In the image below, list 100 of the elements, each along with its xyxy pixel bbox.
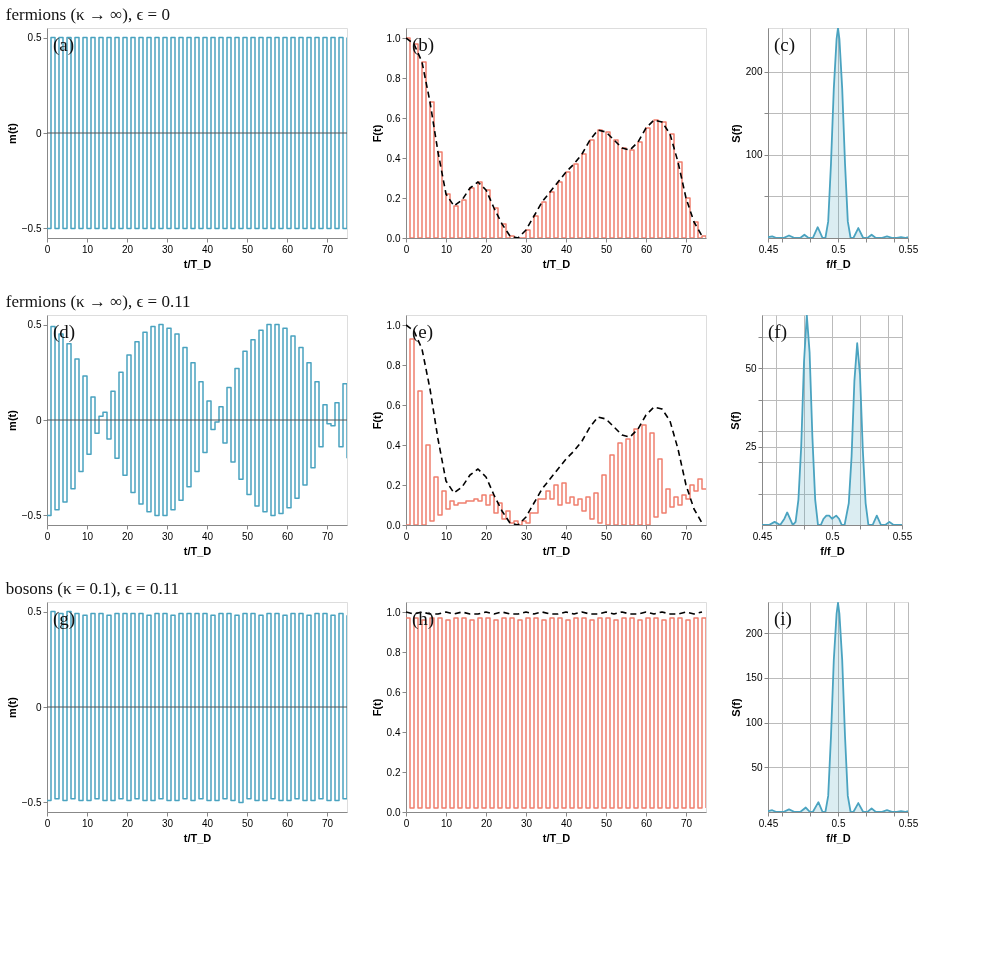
y-tick-label: 0.0	[386, 806, 401, 818]
annotation: (c)	[774, 34, 796, 56]
x-tick-label: 0.5	[831, 817, 846, 829]
x-tick-label: 20	[121, 243, 134, 255]
x-tick-label: 50	[600, 530, 613, 542]
y-tick-label: 200	[745, 66, 763, 78]
y-axis-title: S(f)	[729, 411, 742, 430]
x-tick-label: 60	[640, 817, 653, 829]
x-tick-label: 30	[520, 243, 533, 255]
y-tick-label: 0.8	[386, 72, 401, 84]
x-tick-label: 70	[321, 530, 334, 542]
y-tick-label: 0	[35, 701, 42, 713]
y-tick-label: 0.8	[386, 359, 401, 371]
y-tick-label: 0.6	[386, 399, 401, 411]
y-tick-label: 0.2	[386, 479, 401, 491]
y-tick-label: 25	[745, 441, 757, 453]
annotation: (i)	[774, 608, 792, 630]
x-tick-label: 10	[440, 530, 453, 542]
x-tick-label: 10	[81, 817, 94, 829]
x-tick-label: 30	[161, 243, 174, 255]
x-tick-label: 20	[480, 243, 493, 255]
x-tick-label: 30	[520, 817, 533, 829]
y-tick-label: 0.4	[386, 439, 401, 451]
x-tick-label: 30	[520, 530, 533, 542]
annotation: (f)	[768, 321, 787, 343]
x-tick-label: 20	[480, 817, 493, 829]
x-tick-label: 20	[480, 530, 493, 542]
x-axis-title: t/T_D	[542, 257, 571, 270]
chart-title: fermions (κ → ∞), ϵ = 0	[5, 4, 170, 24]
x-tick-label: 70	[680, 243, 693, 255]
y-tick-label: 0.6	[386, 112, 401, 124]
y-tick-label: −0.5	[21, 509, 42, 521]
y-tick-label: 200	[745, 627, 763, 639]
x-tick-label: 20	[121, 817, 134, 829]
x-tick-label: 50	[241, 243, 254, 255]
x-tick-label: 50	[241, 530, 254, 542]
x-tick-label: 0.45	[758, 817, 779, 829]
y-tick-label: 1.0	[386, 319, 401, 331]
x-tick-label: 40	[201, 530, 214, 542]
y-tick-label: 1.0	[386, 606, 401, 618]
x-tick-label: 50	[241, 817, 254, 829]
x-tick-label: 70	[321, 243, 334, 255]
y-axis-title: S(f)	[729, 698, 742, 717]
y-axis-title: F(t)	[370, 124, 383, 143]
x-tick-label: 0.5	[831, 243, 846, 255]
x-tick-label: 0	[403, 530, 410, 542]
y-tick-label: 0.4	[386, 152, 401, 164]
y-axis-title: S(f)	[729, 124, 742, 143]
y-tick-label: 0.2	[386, 766, 401, 778]
x-tick-label: 70	[321, 817, 334, 829]
y-tick-label: 150	[745, 672, 763, 684]
annotation: (e)	[412, 321, 434, 343]
y-axis-title: F(t)	[370, 411, 383, 430]
y-tick-label: 0	[35, 414, 42, 426]
x-tick-label: 0.55	[892, 530, 913, 542]
x-tick-label: 0.5	[825, 530, 840, 542]
x-tick-label: 50	[600, 817, 613, 829]
y-tick-label: 0.5	[27, 606, 42, 618]
x-axis-title: f/f_D	[826, 257, 851, 270]
x-tick-label: 0.45	[758, 243, 779, 255]
x-tick-label: 50	[600, 243, 613, 255]
x-tick-label: 0.45	[752, 530, 773, 542]
y-axis-title: m(t)	[5, 409, 18, 431]
x-axis-title: t/T_D	[542, 544, 571, 557]
x-tick-label: 40	[560, 817, 573, 829]
y-tick-label: 100	[745, 717, 763, 729]
x-tick-label: 60	[281, 817, 294, 829]
x-tick-label: 70	[680, 530, 693, 542]
x-axis-title: t/T_D	[183, 544, 212, 557]
x-tick-label: 0	[403, 243, 410, 255]
x-tick-label: 10	[440, 243, 453, 255]
y-tick-label: −0.5	[21, 796, 42, 808]
x-tick-label: 60	[640, 530, 653, 542]
x-tick-label: 60	[281, 530, 294, 542]
x-tick-label: 0	[44, 817, 51, 829]
y-tick-label: 0.4	[386, 726, 401, 738]
annotation: (b)	[412, 34, 435, 56]
annotation: (g)	[53, 608, 76, 630]
y-tick-label: 1.0	[386, 32, 401, 44]
x-tick-label: 40	[201, 243, 214, 255]
chart-title: fermions (κ → ∞), ϵ = 0.11	[5, 291, 191, 311]
x-tick-label: 30	[161, 530, 174, 542]
y-tick-label: 0.2	[386, 192, 401, 204]
y-tick-label: 50	[751, 761, 763, 773]
x-axis-title: t/T_D	[183, 831, 212, 844]
x-tick-label: 0	[44, 530, 51, 542]
x-tick-label: 40	[201, 817, 214, 829]
annotation: (h)	[412, 608, 435, 630]
x-axis-title: t/T_D	[183, 257, 212, 270]
y-axis-title: F(t)	[370, 698, 383, 717]
y-tick-label: 0.5	[27, 319, 42, 331]
x-tick-label: 30	[161, 817, 174, 829]
y-tick-label: 100	[745, 149, 763, 161]
x-tick-label: 0.55	[898, 817, 919, 829]
x-tick-label: 0	[403, 817, 410, 829]
chart-title: bosons (κ = 0.1), ϵ = 0.11	[5, 578, 180, 598]
y-tick-label: 0.8	[386, 646, 401, 658]
x-tick-label: 40	[560, 530, 573, 542]
x-tick-label: 10	[81, 530, 94, 542]
y-axis-title: m(t)	[5, 696, 18, 718]
